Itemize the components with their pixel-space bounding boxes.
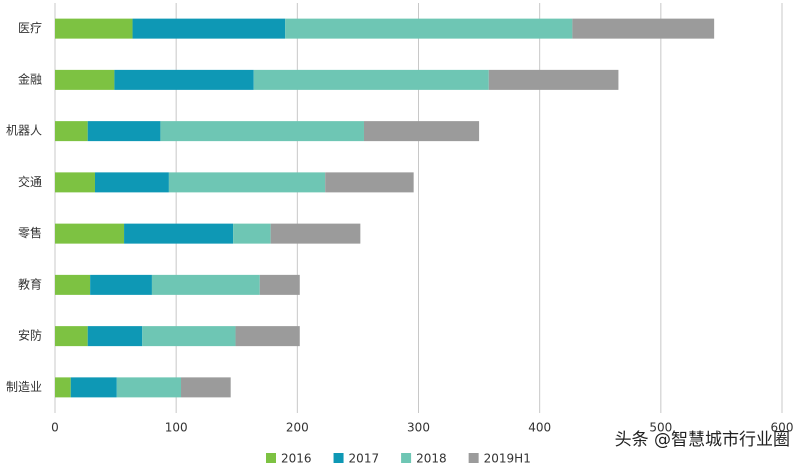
bar-segment: [114, 69, 254, 90]
y-tick-label: 制造业: [6, 380, 42, 394]
y-tick-label: 交通: [18, 174, 42, 189]
bar-segment: [55, 377, 71, 398]
legend-swatch: [266, 453, 276, 463]
legend-swatch: [401, 453, 412, 463]
y-tick-label: 教育: [18, 276, 42, 291]
bar-segment: [363, 121, 480, 142]
legend-label: 2017: [349, 452, 380, 466]
bar-segment: [160, 121, 364, 142]
legend-swatch: [468, 453, 479, 463]
bar-segment: [151, 274, 260, 295]
x-tick-label: 300: [407, 421, 430, 435]
bar-segment: [285, 18, 573, 39]
bar-segment: [55, 223, 125, 244]
bar-segment: [55, 121, 88, 142]
legend-label: 2018: [416, 452, 447, 466]
bar-segment: [233, 223, 271, 244]
bar-segment: [168, 172, 326, 193]
bar-segment: [124, 223, 234, 244]
x-tick-label: 600: [771, 421, 794, 435]
x-tick-label: 400: [528, 421, 551, 435]
y-tick-label: 机器人: [6, 124, 42, 138]
x-tick-label: 500: [649, 421, 672, 435]
legend-label: 2019H1: [484, 452, 531, 466]
bar-segment: [235, 326, 300, 347]
bar-segment: [55, 18, 133, 39]
bar-segment: [70, 377, 117, 398]
y-tick-label: 医疗: [18, 21, 42, 35]
legend-swatch: [333, 453, 344, 463]
bar-segment: [253, 69, 489, 90]
bar-segment: [87, 326, 143, 347]
bar-segment: [90, 274, 152, 295]
bar-segment: [55, 172, 95, 193]
x-tick-label: 100: [165, 421, 188, 435]
bar-segment: [116, 377, 182, 398]
watermark: 头条 @智慧城市行业圈: [615, 430, 790, 450]
y-tick-label: 安防: [18, 328, 42, 343]
y-tick-label: 零售: [18, 225, 42, 240]
y-tick-label: 金融: [18, 71, 42, 86]
x-tick-label: 0: [51, 421, 59, 435]
bar-segment: [181, 377, 231, 398]
x-tick-label: 200: [286, 421, 309, 435]
bar-segment: [132, 18, 286, 39]
bar-segment: [94, 172, 169, 193]
bar-segment: [55, 69, 115, 90]
bar-segment: [259, 274, 300, 295]
bar-segment: [572, 18, 715, 39]
legend-label: 2016: [281, 452, 312, 466]
bar-segment: [55, 274, 91, 295]
bar-segment: [325, 172, 414, 193]
bar-segment: [488, 69, 619, 90]
bar-segment: [270, 223, 361, 244]
bar-segment: [55, 326, 88, 347]
bar-segment: [87, 121, 161, 142]
bar-segment: [142, 326, 236, 347]
